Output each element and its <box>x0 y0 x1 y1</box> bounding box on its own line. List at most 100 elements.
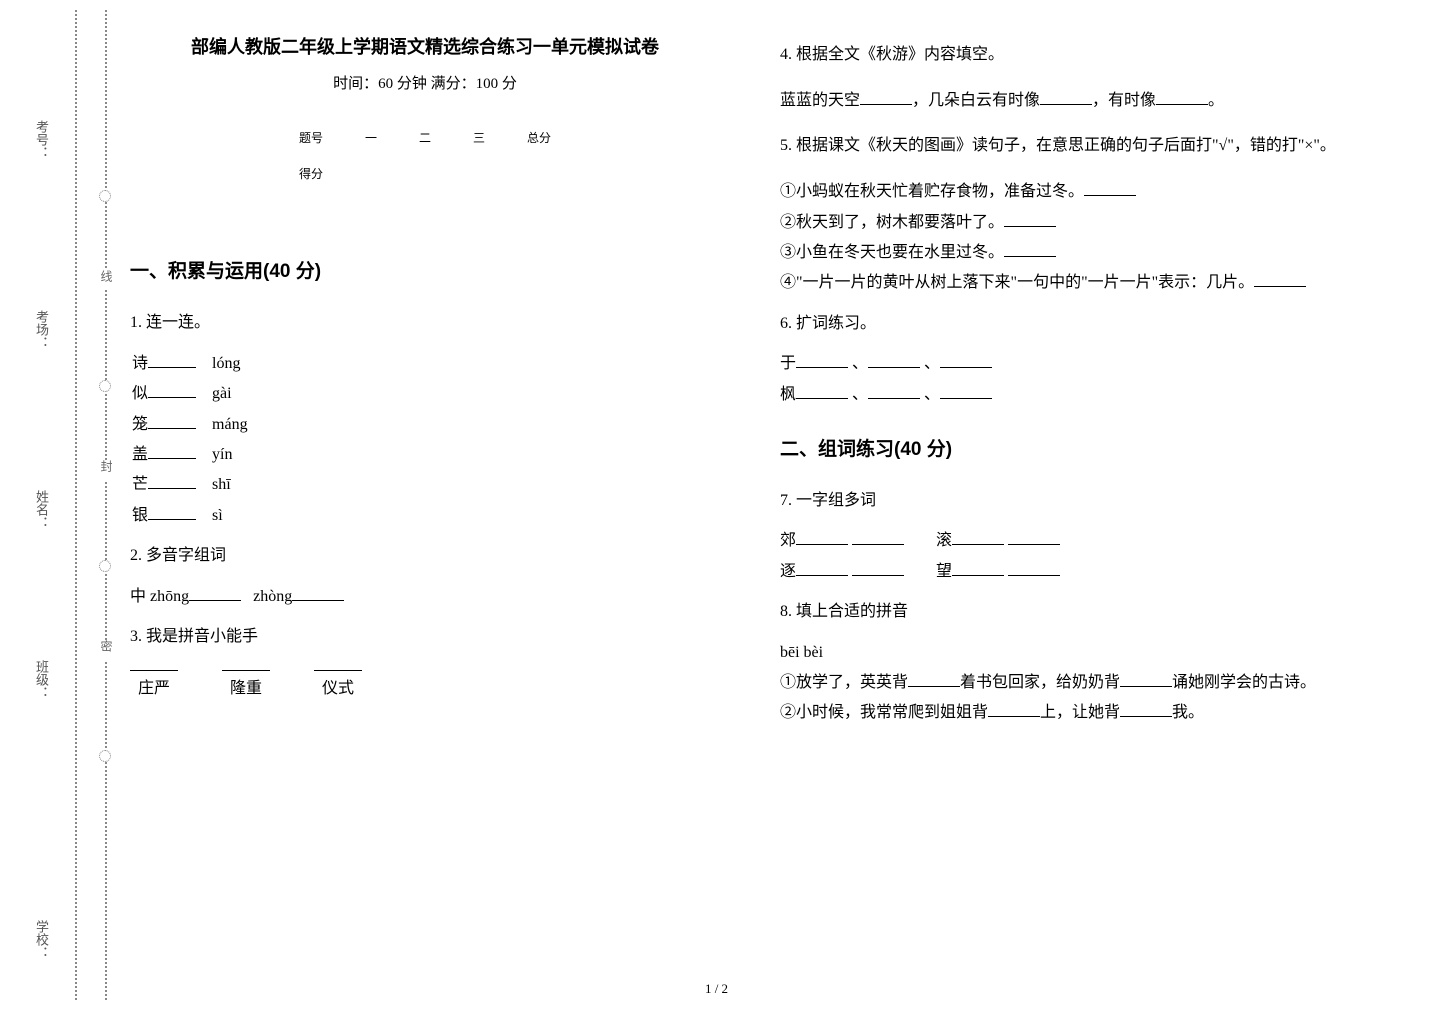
binding-circle <box>99 380 111 392</box>
blank[interactable] <box>852 529 904 545</box>
blank[interactable] <box>940 352 992 368</box>
score-table: 题号 一 二 三 总分 得分 <box>277 119 573 195</box>
q1-char: 笼 <box>132 416 148 433</box>
q8-seg: 诵她刚学会的古诗。 <box>1172 674 1316 691</box>
blank[interactable] <box>796 560 848 576</box>
q2-char: 中 <box>130 588 146 605</box>
q4-label: 4. 根据全文《秋游》内容填空。 <box>780 40 1370 70</box>
section-heading-1: 一、积累与运用(40 分) <box>130 254 720 290</box>
blank[interactable] <box>988 701 1040 717</box>
q1-pinyin: máng <box>212 416 248 433</box>
q8-seg: 上，让她背 <box>1040 704 1120 721</box>
blank[interactable] <box>148 413 196 429</box>
q3-word: 仪式 <box>322 680 354 697</box>
blank[interactable] <box>148 504 196 520</box>
q6-label: 6. 扩词练习。 <box>780 309 1370 339</box>
q1-pinyin: sì <box>212 507 223 524</box>
blank[interactable] <box>852 560 904 576</box>
binding-column: 考号： 考场： 姓名： 班级： 学校： 线 封 密 <box>20 0 110 1011</box>
blank[interactable] <box>189 585 241 601</box>
blank[interactable] <box>1040 89 1092 105</box>
seal-char-3: 密 <box>98 640 115 660</box>
blank[interactable] <box>868 352 920 368</box>
q1-pinyin: shī <box>212 476 231 493</box>
blank[interactable] <box>148 443 196 459</box>
blank[interactable] <box>860 89 912 105</box>
blank[interactable] <box>868 383 920 399</box>
q8-seg: ②小时候，我常常爬到姐姐背 <box>780 704 988 721</box>
q8-line1: ①放学了，英英背 着书包回家，给奶奶背 诵她刚学会的古诗。 <box>780 668 1370 698</box>
q1-pinyin: yín <box>212 446 232 463</box>
blank[interactable] <box>1008 529 1060 545</box>
q5-item: ③小鱼在冬天也要在水里过冬。 <box>780 244 1004 261</box>
blank[interactable] <box>796 383 848 399</box>
blank[interactable] <box>1008 560 1060 576</box>
blank[interactable] <box>952 560 1004 576</box>
binding-label-examid: 考号： <box>32 120 51 159</box>
th: 题号 <box>279 121 343 156</box>
overline[interactable] <box>130 670 178 672</box>
q1-pinyin: lóng <box>212 355 240 372</box>
q6-char: 枫 <box>780 386 796 403</box>
blank[interactable] <box>1004 211 1056 227</box>
table-row: 题号 一 二 三 总分 <box>279 121 571 156</box>
q1-char: 银 <box>132 507 148 524</box>
blank[interactable] <box>1254 271 1306 287</box>
blank[interactable] <box>796 352 848 368</box>
q6-lines: 于 、 、 枫 、 、 <box>780 349 1370 410</box>
q8-seg: 着书包回家，给奶奶背 <box>960 674 1120 691</box>
q1-char: 芒 <box>132 476 148 493</box>
binding-circle <box>99 190 111 202</box>
blank[interactable] <box>908 671 960 687</box>
q2-p1: zhōng <box>150 588 189 605</box>
q1-char: 盖 <box>132 446 148 463</box>
q3-label: 3. 我是拼音小能手 <box>130 622 720 652</box>
seal-char-2: 封 <box>98 460 115 480</box>
blank[interactable] <box>1084 180 1136 196</box>
q3-row: 庄严 隆重 仪式 <box>130 670 720 704</box>
q8-seg: 我。 <box>1172 704 1204 721</box>
q8-seg: ①放学了，英英背 <box>780 674 908 691</box>
blank[interactable] <box>1156 89 1208 105</box>
q6-char: 于 <box>780 355 796 372</box>
blank[interactable] <box>148 382 196 398</box>
q5-items: ①小蚂蚁在秋天忙着贮存食物，准备过冬。 ②秋天到了，树木都要落叶了。 ③小鱼在冬… <box>780 177 1370 299</box>
blank[interactable] <box>952 529 1004 545</box>
q8-label: 8. 填上合适的拼音 <box>780 597 1370 627</box>
binding-circle <box>99 560 111 572</box>
page-title: 部编人教版二年级上学期语文精选综合练习一单元模拟试卷 <box>130 30 720 64</box>
q5-label: 5. 根据课文《秋天的图画》读句子，在意思正确的句子后面打"√"，错的打"×"。 <box>780 131 1370 161</box>
overline[interactable] <box>222 670 270 672</box>
blank[interactable] <box>148 473 196 489</box>
q3-word-box: 仪式 <box>314 670 362 704</box>
overline[interactable] <box>314 670 362 672</box>
binding-circle <box>99 750 111 762</box>
table-row: 得分 <box>279 157 571 192</box>
q7-char: 滚 <box>936 532 952 549</box>
q4-seg: 。 <box>1208 92 1224 109</box>
blank[interactable] <box>292 585 344 601</box>
page-content: 部编人教版二年级上学期语文精选综合练习一单元模拟试卷 时间：60 分钟 满分：1… <box>130 30 1410 729</box>
q1-pairs: 诗 lóng 似 gài 笼 máng 盖 yín 芒 shī 银 sì <box>130 349 720 531</box>
blank[interactable] <box>796 529 848 545</box>
right-column: 4. 根据全文《秋游》内容填空。 蓝蓝的天空，几朵白云有时像，有时像。 5. 根… <box>780 30 1370 729</box>
binding-label-class: 班级： <box>32 660 51 699</box>
q3-word: 隆重 <box>230 680 262 697</box>
q5-item: ①小蚂蚁在秋天忙着贮存食物，准备过冬。 <box>780 183 1084 200</box>
th: 总分 <box>507 121 571 156</box>
blank[interactable] <box>1004 241 1056 257</box>
q4-seg: ，有时像 <box>1092 92 1156 109</box>
blank[interactable] <box>148 352 196 368</box>
q8-line2: ②小时候，我常常爬到姐姐背 上，让她背 我。 <box>780 698 1370 728</box>
blank[interactable] <box>1120 671 1172 687</box>
th: 一 <box>345 121 397 156</box>
q1-char: 似 <box>132 385 148 402</box>
left-column: 部编人教版二年级上学期语文精选综合练习一单元模拟试卷 时间：60 分钟 满分：1… <box>130 30 720 729</box>
blank[interactable] <box>1120 701 1172 717</box>
binding-dotted-line <box>105 10 107 1000</box>
td: 得分 <box>279 157 343 192</box>
q4-seg: ，几朵白云有时像 <box>912 92 1040 109</box>
blank[interactable] <box>940 383 992 399</box>
q1-pinyin: gài <box>212 385 232 402</box>
q7-label: 7. 一字组多词 <box>780 486 1370 516</box>
